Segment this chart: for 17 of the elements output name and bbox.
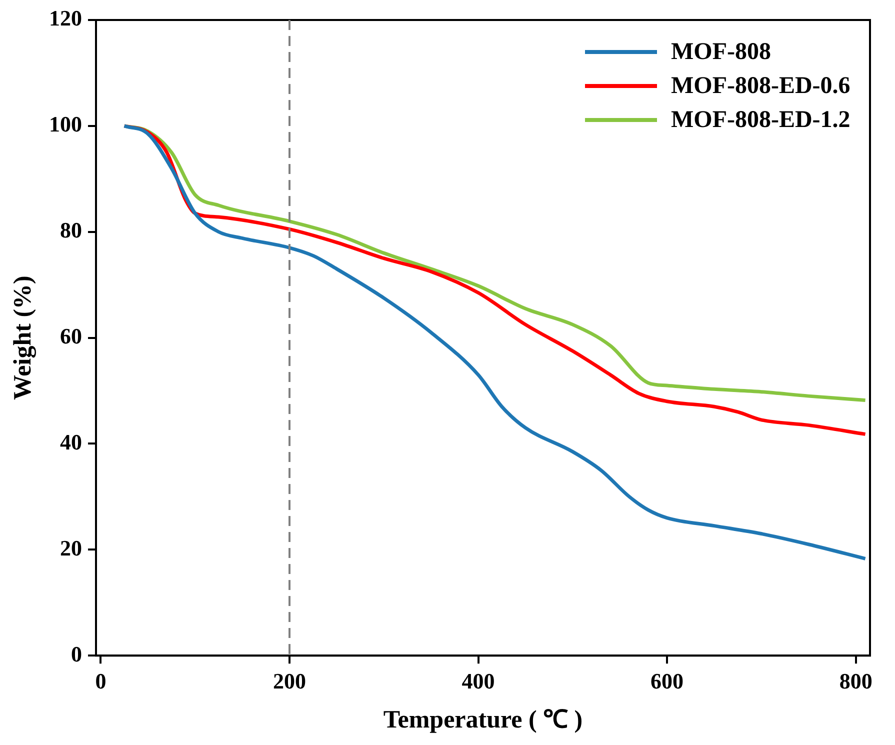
x-tick-label: 800 bbox=[839, 668, 872, 694]
y-tick-label: 40 bbox=[60, 429, 82, 454]
y-tick-label: 60 bbox=[60, 323, 82, 348]
x-tick-label: 400 bbox=[462, 668, 495, 694]
y-axis-title: Weight (%) bbox=[9, 276, 36, 400]
y-tick-label: 80 bbox=[60, 218, 82, 243]
y-tick-label: 100 bbox=[49, 112, 82, 137]
legend-label: MOF-808-ED-1.2 bbox=[671, 106, 850, 134]
legend-label: MOF-808 bbox=[671, 38, 771, 66]
y-tick-label: 20 bbox=[60, 535, 82, 560]
x-tick-label: 200 bbox=[273, 668, 306, 694]
y-tick-label: 0 bbox=[71, 641, 82, 666]
x-axis-title: Temperature ( ℃ ) bbox=[383, 706, 583, 734]
y-tick-label: 120 bbox=[49, 6, 82, 31]
legend-label: MOF-808-ED-0.6 bbox=[671, 72, 850, 100]
x-tick-label: 0 bbox=[95, 668, 106, 694]
x-tick-label: 600 bbox=[650, 668, 684, 694]
